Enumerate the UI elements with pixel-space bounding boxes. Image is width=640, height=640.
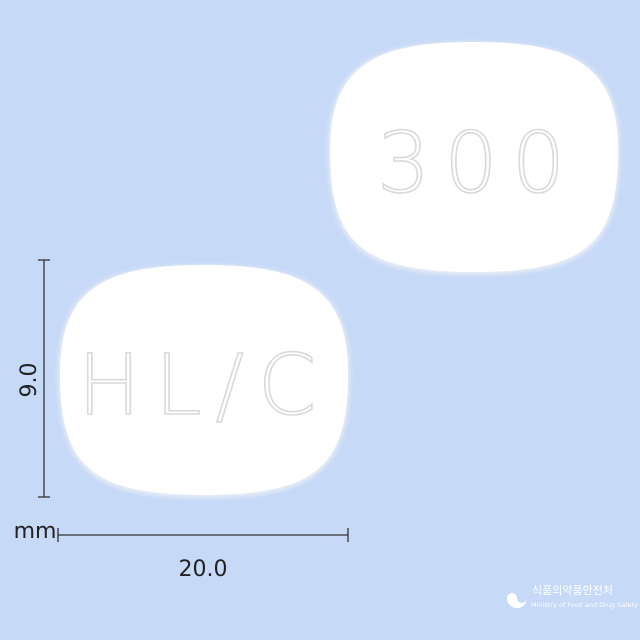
width-label: 20.0 — [179, 557, 228, 582]
height-ruler — [38, 259, 50, 498]
logo: 식품의약품안전처 Ministry of Food and Drug Safet… — [507, 583, 638, 609]
logo-korean: 식품의약품안전처 — [532, 583, 613, 597]
unit-label: mm — [14, 519, 57, 544]
imprint: HL/C — [78, 336, 331, 434]
logo-english: Ministry of Food and Drug Safety — [531, 601, 638, 609]
width-ruler — [57, 528, 349, 542]
tablet-back: 300 — [328, 42, 620, 275]
imprint: 300 — [377, 114, 579, 212]
height-label: 9.0 — [17, 363, 42, 398]
tablet-front: HL/C — [58, 265, 350, 498]
